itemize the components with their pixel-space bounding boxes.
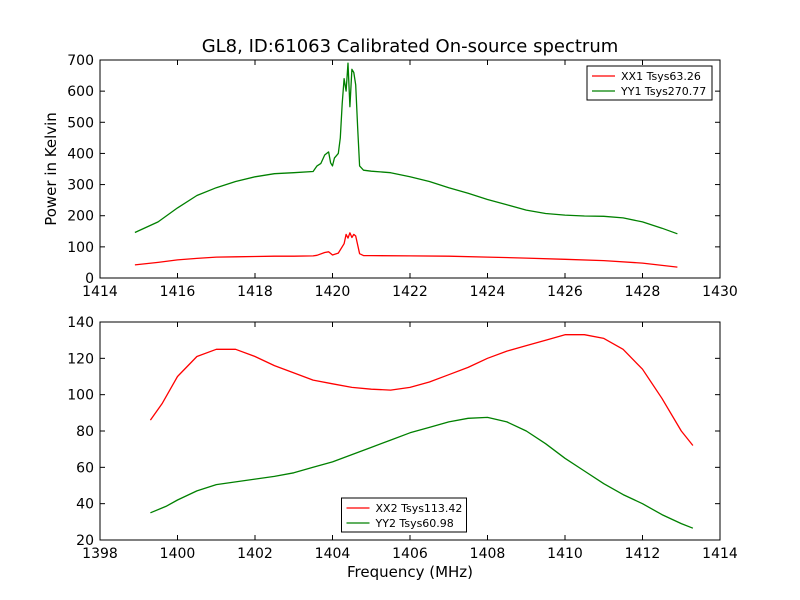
x-tick-label: 1400 [160, 546, 196, 562]
series-line-2 [150, 416, 694, 529]
figure-title: GL8, ID:61063 Calibrated On-source spect… [202, 36, 619, 57]
x-axis-label: Frequency (MHz) [347, 563, 473, 581]
y-tick-label: 40 [76, 497, 94, 513]
legend-entry: XX2 Tsys113.42 [376, 502, 463, 515]
y-tick-label: 60 [76, 460, 94, 476]
y-tick-label: 100 [67, 240, 94, 256]
x-tick-label: 1414 [702, 546, 738, 562]
legend-box [341, 497, 467, 533]
y-tick-label: 200 [67, 209, 94, 225]
y-tick-label: 600 [67, 84, 94, 100]
x-tick-label: 1420 [315, 284, 351, 300]
x-tick-label: 1416 [160, 284, 196, 300]
x-tick-label: 1402 [237, 546, 273, 562]
x-tick-label: 1426 [547, 284, 583, 300]
x-tick-label: 1412 [625, 546, 661, 562]
x-tick-label: 1410 [547, 546, 583, 562]
legend-entry: XX1 Tsys63.26 [621, 70, 701, 83]
y-tick-label: 300 [67, 178, 94, 194]
series-line-1 [134, 232, 678, 268]
legend: XX2 Tsys113.42 YY2 Tsys60.98 [341, 497, 467, 533]
y-tick-label: 500 [67, 115, 94, 131]
legend-box [586, 65, 713, 101]
x-tick-label: 1414 [82, 284, 118, 300]
legend-entry: YY2 Tsys60.98 [375, 517, 454, 530]
y-tick-label: 140 [67, 315, 94, 331]
x-tick-label: 1430 [702, 284, 738, 300]
x-tick-label: 1428 [625, 284, 661, 300]
x-tick-label: 1398 [82, 546, 118, 562]
top-panel: 1414 1416 1418 1420 1422 1424 1426 1428 1430 0 100… [42, 53, 738, 300]
x-tick-label: 1424 [470, 284, 506, 300]
y-tick-label: 100 [67, 388, 94, 404]
x-tick-label: 1404 [315, 546, 351, 562]
y-tick-label: 400 [67, 146, 94, 162]
y-tick-label: 80 [76, 424, 94, 440]
x-tick-label: 1406 [392, 546, 428, 562]
bottom-panel: 1398 1400 1402 1404 1406 1408 1410 1412 1414 20 40… [67, 315, 738, 581]
legend: XX1 Tsys63.26 YY1 Tsys270.77 [586, 65, 713, 101]
y-axis-label: Power in Kelvin [42, 112, 60, 226]
y-tick-label: 700 [67, 53, 94, 69]
y-tick-label: 0 [85, 271, 94, 287]
y-tick-label: 20 [76, 533, 94, 549]
y-tick-label: 120 [67, 351, 94, 367]
legend-entry: YY1 Tsys270.77 [620, 85, 706, 98]
x-tick-label: 1408 [470, 546, 506, 562]
series-line-2 [134, 62, 678, 235]
x-tick-label: 1422 [392, 284, 428, 300]
series-line-1 [149, 334, 694, 446]
x-tick-label: 1418 [237, 284, 273, 300]
